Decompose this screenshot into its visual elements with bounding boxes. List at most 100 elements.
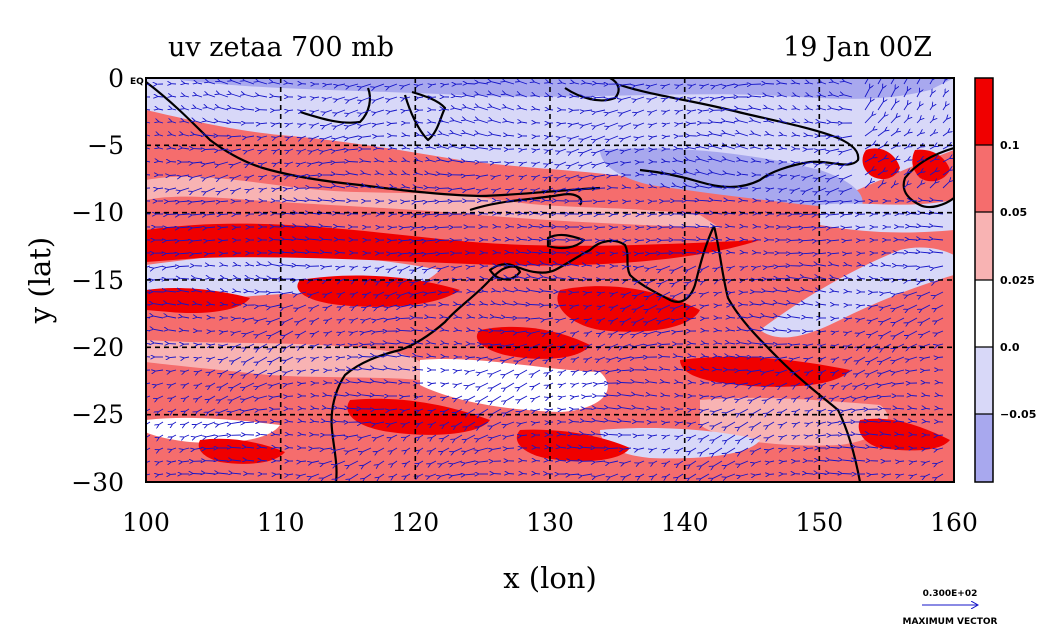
wind-vector xyxy=(929,93,932,98)
wind-vector xyxy=(440,240,450,241)
wind-vector xyxy=(401,291,411,295)
wind-vector xyxy=(521,239,528,240)
wind-vector xyxy=(377,304,385,308)
wind-vector xyxy=(830,161,840,165)
wind-vector xyxy=(322,213,333,214)
wind-vector xyxy=(470,357,476,358)
wind-vector xyxy=(367,278,372,281)
wind-vector xyxy=(245,81,255,85)
wind-vector xyxy=(466,187,476,190)
wind-vector xyxy=(730,318,736,319)
wind-vector xyxy=(843,161,853,166)
wind-vector xyxy=(877,172,883,176)
wind-vector xyxy=(335,148,346,151)
chart-subtitle: 19 Jan 00Z xyxy=(783,32,932,63)
wind-vector xyxy=(276,188,281,189)
wind-vector xyxy=(562,409,567,410)
wind-vector xyxy=(479,120,489,124)
colorbar-label: 0.1 xyxy=(1000,139,1020,152)
wind-vector xyxy=(507,121,515,124)
wind-vector xyxy=(652,109,658,112)
wind-vector xyxy=(703,265,710,269)
wind-vector xyxy=(688,265,697,270)
wind-vector xyxy=(929,120,933,124)
wind-vector xyxy=(847,253,853,254)
wind-vector xyxy=(726,97,736,98)
wind-vector xyxy=(929,107,932,111)
wind-vector xyxy=(929,159,935,163)
wind-vector xyxy=(285,226,294,227)
wind-vector xyxy=(364,161,372,162)
wind-vector xyxy=(890,103,895,111)
wind-vector xyxy=(237,278,242,279)
wind-vector xyxy=(400,318,411,319)
wind-vector xyxy=(336,201,346,202)
wind-vector xyxy=(363,344,372,345)
wind-vector xyxy=(586,265,593,266)
wind-vector xyxy=(625,162,632,163)
wind-vector xyxy=(172,122,177,124)
wind-vector xyxy=(166,253,177,254)
wind-vector xyxy=(445,84,450,85)
wind-vector xyxy=(942,159,950,163)
wind-vector xyxy=(729,226,736,227)
wind-vector xyxy=(159,135,164,137)
wind-vector xyxy=(519,265,528,267)
wind-vector xyxy=(315,370,320,371)
wind-vector xyxy=(817,240,827,241)
wind-vector xyxy=(830,214,840,215)
wind-vector xyxy=(523,174,528,177)
wind-vector xyxy=(328,304,333,307)
wind-vector xyxy=(416,201,424,202)
wind-vector xyxy=(533,226,541,227)
y-tick-label: 0 xyxy=(108,64,124,93)
wind-vector xyxy=(674,265,684,270)
wind-vector xyxy=(362,109,372,113)
wind-vector xyxy=(248,161,255,164)
wind-vector xyxy=(804,277,814,280)
wind-vector xyxy=(275,123,281,124)
wind-vector xyxy=(262,461,268,462)
wind-vector xyxy=(782,108,788,111)
wind-vector xyxy=(916,120,920,124)
wind-vector xyxy=(716,252,723,253)
wind-vector xyxy=(916,172,921,176)
wind-vector xyxy=(572,122,580,124)
wind-vector xyxy=(691,110,697,111)
wind-vector xyxy=(389,83,398,87)
wind-vector xyxy=(375,96,385,100)
wind-vector xyxy=(222,240,229,241)
wind-vector xyxy=(809,96,814,98)
wind-vector xyxy=(535,187,541,190)
wind-vector xyxy=(938,357,944,358)
wind-vector xyxy=(920,252,931,253)
wind-vector xyxy=(795,162,801,163)
wind-vector xyxy=(702,110,710,111)
wind-vector xyxy=(349,83,359,86)
wind-vector xyxy=(874,265,879,266)
wind-vector xyxy=(466,120,476,124)
wind-vector xyxy=(179,227,190,228)
wind-vector xyxy=(783,135,788,136)
wind-vector xyxy=(337,227,346,228)
wind-vector xyxy=(298,304,307,308)
wind-vector xyxy=(494,162,502,163)
wind-vector xyxy=(833,278,840,280)
wind-vector xyxy=(337,214,346,215)
wind-vector xyxy=(777,290,788,293)
wind-vector xyxy=(769,134,775,137)
wind-vector xyxy=(193,240,203,241)
wind-vector xyxy=(326,96,333,99)
wind-vector xyxy=(649,278,658,283)
wind-vector xyxy=(676,186,684,189)
wind-vector xyxy=(574,305,580,306)
wind-vector xyxy=(326,109,333,112)
wind-vector xyxy=(754,134,762,137)
wind-vector xyxy=(689,148,697,149)
wind-vector xyxy=(817,187,827,192)
wind-vector xyxy=(820,122,827,123)
wind-vector xyxy=(548,148,554,150)
wind-vector xyxy=(520,82,528,85)
wind-vector xyxy=(704,396,710,397)
wind-vector xyxy=(942,182,949,189)
